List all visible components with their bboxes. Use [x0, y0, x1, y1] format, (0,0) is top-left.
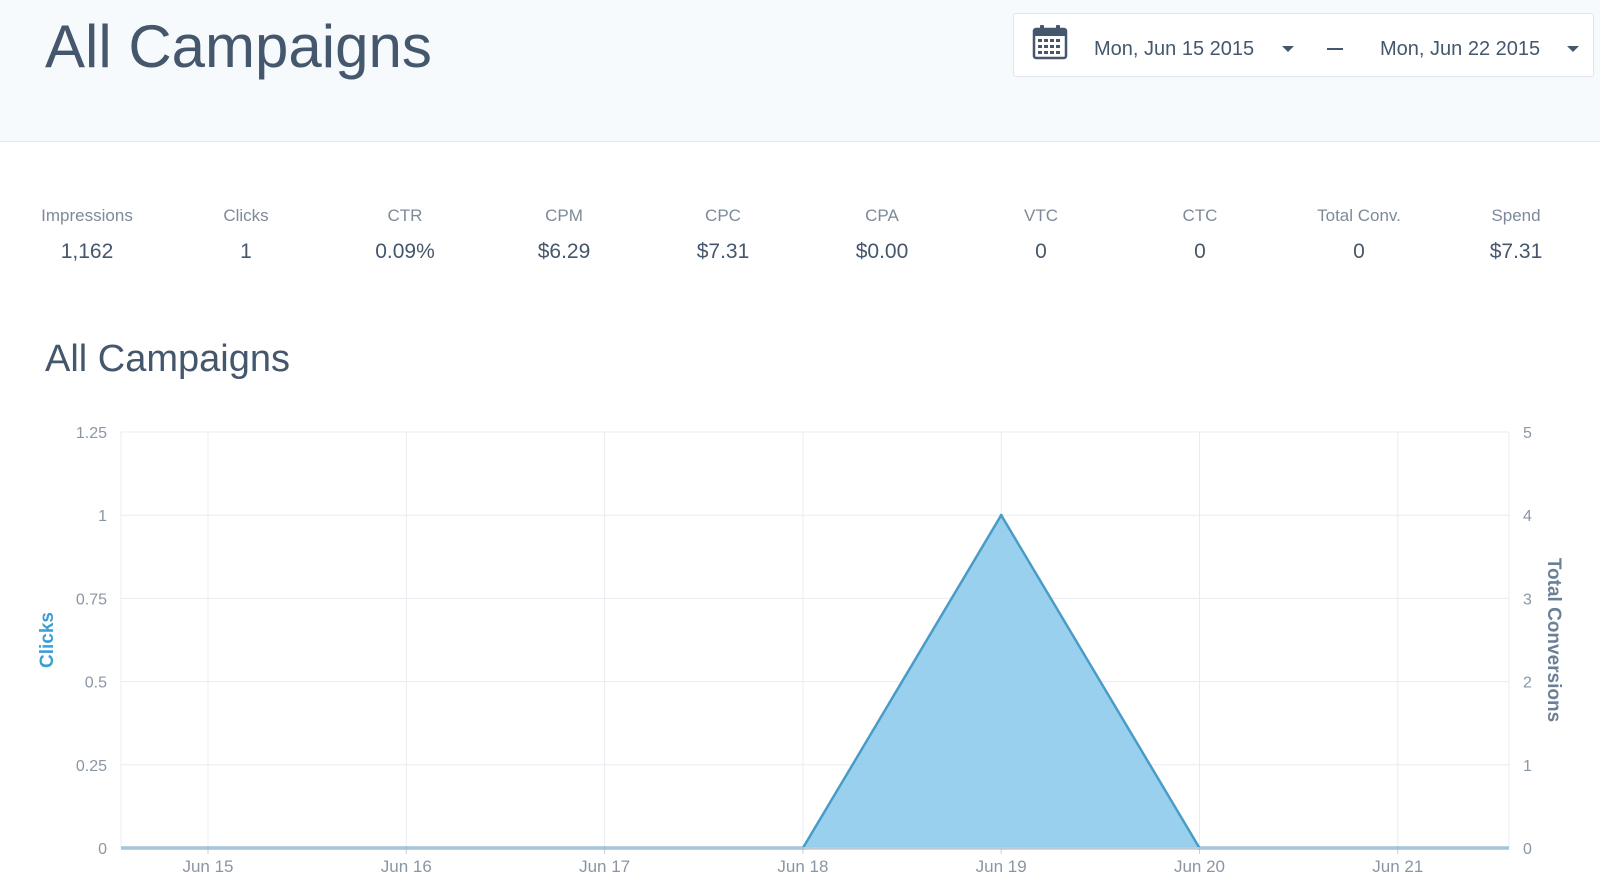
- x-tick-label: Jun 16: [381, 857, 432, 876]
- metric-vtc: VTC 0: [966, 206, 1116, 264]
- metric-label: Impressions: [41, 206, 133, 225]
- metric-ctr: CTR 0.09%: [330, 206, 480, 264]
- metric-value: 1: [240, 240, 252, 263]
- metric-label: Clicks: [223, 206, 269, 225]
- x-tick-label: Jun 15: [182, 857, 233, 876]
- start-date-caret-down-icon[interactable]: [1282, 46, 1294, 52]
- metric-label: Total Conv.: [1317, 206, 1401, 225]
- metric-label: CPC: [705, 206, 741, 225]
- metric-value: 0.09%: [375, 240, 435, 263]
- range-separator: [1327, 48, 1343, 50]
- metrics-summary: Impressions 1,162 Clicks 1 CTR 0.09% CPM…: [0, 206, 1600, 276]
- y2-tick-label: 4: [1523, 508, 1532, 525]
- clicks-data-point: [999, 513, 1003, 517]
- y2-tick-label: 1: [1523, 758, 1532, 775]
- calendar-icon[interactable]: [1032, 24, 1068, 60]
- y-tick-label: 0: [98, 841, 107, 858]
- start-date[interactable]: Mon, Jun 15 2015: [1094, 38, 1255, 60]
- date-range-picker[interactable]: Mon, Jun 15 2015 Mon, Jun 22 2015: [1013, 13, 1594, 77]
- end-date[interactable]: Mon, Jun 22 2015: [1380, 38, 1541, 60]
- metric-label: Spend: [1491, 206, 1541, 225]
- metric-label: CTC: [1182, 206, 1218, 225]
- page-header: All Campaigns Mon, Jun 15 2015 Mon, Jun …: [0, 0, 1600, 142]
- y-tick-label: 0.75: [76, 591, 107, 608]
- metric-value: $7.31: [1489, 240, 1543, 263]
- metric-label: CPA: [865, 206, 899, 225]
- end-date-caret-down-icon[interactable]: [1567, 46, 1579, 52]
- page-title: All Campaigns: [45, 13, 432, 80]
- metric-cpa: CPA $0.00: [807, 206, 957, 264]
- metric-label: CTR: [387, 206, 423, 225]
- metric-clicks: Clicks 1: [171, 206, 321, 264]
- x-tick-label: Jun 17: [579, 857, 630, 876]
- metric-impressions: Impressions 1,162: [12, 206, 162, 264]
- y2-tick-label: 2: [1523, 675, 1532, 692]
- metric-cpc: CPC $7.31: [648, 206, 798, 264]
- metric-value: $0.00: [855, 240, 909, 263]
- x-tick-label: Jun 20: [1174, 857, 1225, 876]
- clicks-conversions-chart: 0 0.25 0.5 0.75 1 1.25 0 1 2 3 4 5 Jun 15 Jun 16 Jun 1…: [37, 425, 1564, 876]
- metric-label: VTC: [1024, 206, 1058, 225]
- metric-value: 0: [1035, 240, 1047, 263]
- metric-value: $7.31: [696, 240, 750, 263]
- y2-axis-title: Total Conversions: [1543, 558, 1564, 722]
- metric-value: $6.29: [537, 240, 591, 263]
- y2-tick-label: 3: [1523, 591, 1532, 608]
- y-tick-label: 1: [98, 508, 107, 525]
- metric-value: 1,162: [60, 240, 114, 263]
- x-tick-label: Jun 19: [976, 857, 1027, 876]
- y-tick-label: 0.5: [85, 675, 107, 692]
- y2-tick-label: 5: [1523, 425, 1532, 442]
- chart-section-title: All Campaigns: [45, 338, 290, 380]
- metric-spend: Spend $7.31: [1441, 206, 1591, 264]
- y2-tick-label: 0: [1523, 841, 1532, 858]
- metric-ctc: CTC 0: [1125, 206, 1275, 264]
- metric-label: CPM: [545, 206, 583, 225]
- y-axis-title: Clicks: [37, 612, 58, 668]
- metric-value: 0: [1353, 240, 1365, 263]
- y-tick-label: 1.25: [76, 425, 107, 442]
- metric-cpm: CPM $6.29: [489, 206, 639, 264]
- metric-total-conversions: Total Conv. 0: [1284, 206, 1434, 264]
- metric-value: 0: [1194, 240, 1206, 263]
- x-tick-label: Jun 18: [777, 857, 828, 876]
- x-tick-label: Jun 21: [1372, 857, 1423, 876]
- y-tick-label: 0.25: [76, 758, 107, 775]
